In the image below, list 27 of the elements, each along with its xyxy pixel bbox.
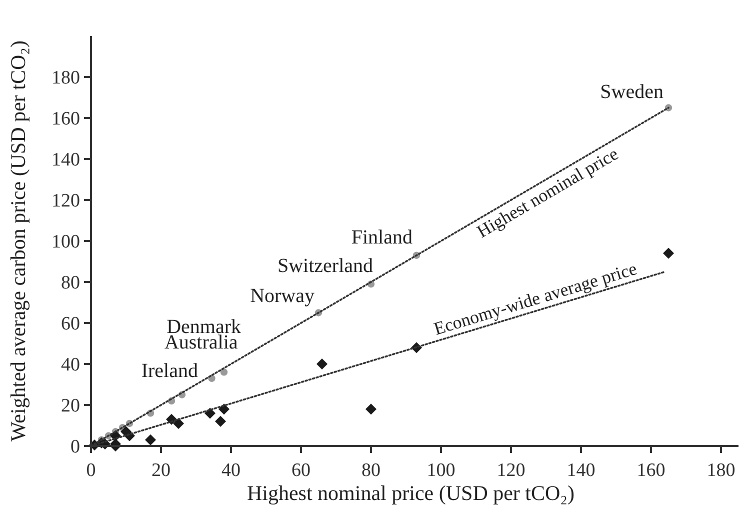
x-axis-title: Highest nominal price (USD per tCO₂) [246, 481, 575, 505]
x-tick-label: 60 [292, 460, 310, 481]
x-tick-label: 160 [636, 460, 666, 481]
y-tick-label: 20 [61, 396, 80, 416]
x-tick-label: 120 [496, 460, 526, 481]
y-tick-label: 160 [52, 108, 80, 130]
annotation: Finland [351, 226, 412, 248]
annotation: Ireland [141, 360, 198, 382]
x-tick-label: 0 [86, 460, 96, 481]
annotation: Sweden [600, 80, 664, 103]
x-tick-label: 20 [152, 460, 170, 481]
x-tick-label: 140 [566, 460, 596, 481]
y-axis-title: Weighted average carbon price (USD per tCO₂) [6, 40, 30, 442]
y-tick-label: 140 [52, 150, 80, 170]
x-tick-label: 80 [362, 460, 380, 481]
x-tick-label: 180 [706, 460, 736, 481]
annotation: Switzerland [277, 255, 373, 278]
x-tick-label: 40 [222, 460, 240, 481]
x-tick-label: 100 [426, 460, 456, 481]
y-tick-label: 40 [61, 354, 80, 376]
y-tick-label: 100 [52, 232, 80, 252]
y-tick-label: 180 [52, 68, 80, 88]
y-tick-label: 0 [70, 436, 80, 458]
annotation: Norway [250, 284, 314, 307]
y-tick-label: 120 [52, 190, 80, 212]
y-tick-label: 80 [61, 272, 80, 294]
y-tick-label: 60 [61, 314, 80, 334]
